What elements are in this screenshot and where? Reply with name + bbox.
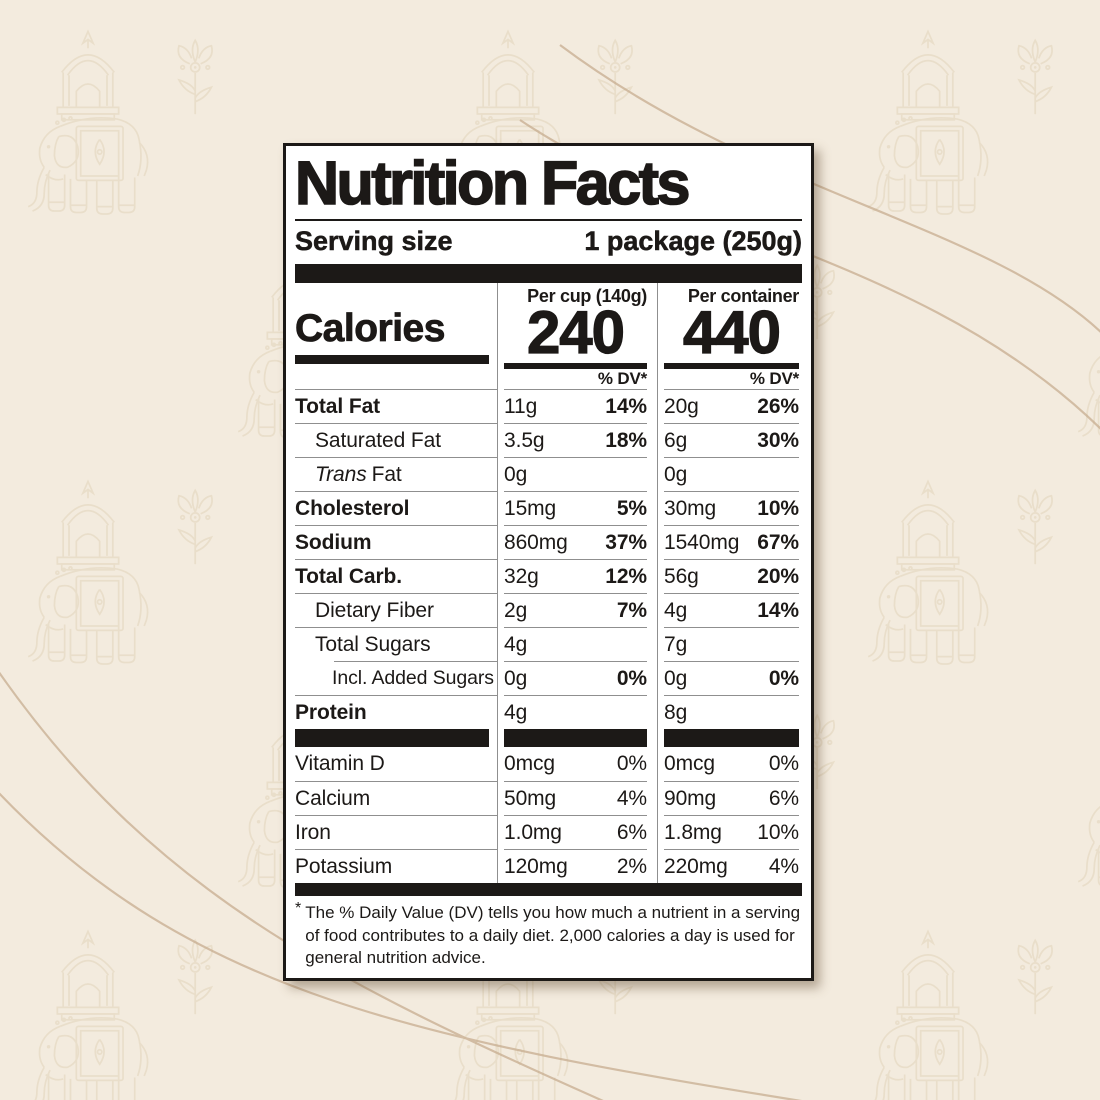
value-cell: 6g 30% <box>664 423 799 457</box>
value-cell: 860mg 37% <box>504 525 647 559</box>
per-container-column: Per container 440 % DV* 20g 26% 6g 30% 0g … <box>657 283 802 883</box>
nutrient-name: Vitamin D <box>295 752 385 775</box>
value-cell: 32g 12% <box>504 559 647 593</box>
value-cell: 90mg 6% <box>664 781 799 815</box>
value-cell: 1540mg 67% <box>664 525 799 559</box>
nutrient-name: Cholesterol <box>295 491 497 525</box>
value-cell: 220mg 4% <box>664 849 799 883</box>
value-cell: 20g 26% <box>664 389 799 423</box>
per-cup-header-cell: Per cup (140g) 240 % DV* <box>504 283 647 389</box>
nutrient-name: Calcium <box>295 781 497 815</box>
separator-bar-mid <box>295 729 489 747</box>
nutrient-name: Iron <box>295 815 497 849</box>
value-cell: 120mg 2% <box>504 849 647 883</box>
calories-underline-bar <box>664 362 799 369</box>
value-cell: 0g <box>504 457 647 491</box>
calories-header-cell: Calories <box>295 283 497 389</box>
calories-underline-bar <box>504 362 647 369</box>
nutrient-name: Incl. Added Sugars <box>295 661 497 695</box>
footnote-text: The % Daily Value (DV) tells you how muc… <box>305 903 801 968</box>
value-cell: 7g <box>664 627 799 661</box>
value-cell: 4g 14% <box>664 593 799 627</box>
value-cell: 30mg 10% <box>664 491 799 525</box>
nutrient-name: Trans Fat <box>295 457 497 491</box>
separator-bar-bottom <box>295 883 802 896</box>
value-cell: 50mg 4% <box>504 781 647 815</box>
value-cell: 1.8mg 10% <box>664 815 799 849</box>
dv-header: % DV* <box>597 369 647 388</box>
value-cell: 8g <box>664 695 799 729</box>
serving-size-label: Serving size <box>295 226 453 257</box>
label-body: Calories Total Fat Saturated Fat Trans Fa… <box>295 283 802 883</box>
value-cell: 2g 7% <box>504 593 647 627</box>
dv-header: % DV* <box>749 369 799 388</box>
nutrient-name: Protein <box>295 695 497 729</box>
value-cell: 15mg 5% <box>504 491 647 525</box>
calories-label: Calories <box>295 307 446 350</box>
value-cell: 1.0mg 6% <box>504 815 647 849</box>
per-cup-calories-value: 240 <box>526 299 625 366</box>
footnote: * The % Daily Value (DV) tells you how m… <box>295 896 802 970</box>
nutrient-name: Saturated Fat <box>295 423 497 457</box>
value-cell: 0g 0% <box>664 661 799 695</box>
per-container-header: Per container <box>687 286 799 306</box>
per-container-calories-value: 440 <box>682 299 781 366</box>
nutrient-name-column: Calories Total Fat Saturated Fat Trans Fa… <box>295 283 497 883</box>
value-cell: 3.5g 18% <box>504 423 647 457</box>
nutrient-name: Total Sugars <box>295 627 497 661</box>
dv-header-spacer <box>295 364 497 389</box>
per-container-header-cell: Per container 440 % DV* <box>664 283 799 389</box>
value-cell: 4g <box>504 627 647 661</box>
separator-bar-mid <box>664 729 799 747</box>
value-cell: 0g 0% <box>504 661 647 695</box>
serving-size-value: 1 package (250g) <box>584 226 802 257</box>
value-cell: 11g 14% <box>504 389 647 423</box>
separator-bar-mid <box>504 729 647 747</box>
per-cup-header: Per cup (140g) <box>527 286 647 306</box>
footnote-asterisk: * <box>295 900 302 917</box>
value-cell: 0mcg 0% <box>504 752 647 775</box>
calories-underline-bar <box>295 355 489 364</box>
serving-size-row: Serving size 1 package (250g) <box>295 221 802 264</box>
per-cup-column: Per cup (140g) 240 % DV* 11g 14% 3.5g 18% … <box>497 283 657 883</box>
value-cell: 56g 20% <box>664 559 799 593</box>
label-title: Nutrition Facts <box>294 146 802 221</box>
nutrient-name: Total Fat <box>295 389 497 423</box>
nutrient-name: Potassium <box>295 849 497 883</box>
nutrient-name: Sodium <box>295 525 497 559</box>
separator-bar-top <box>295 264 802 283</box>
value-cell: 0mcg 0% <box>664 752 799 775</box>
nutrient-name: Dietary Fiber <box>295 593 497 627</box>
nutrition-facts-label: Nutrition Facts Serving size 1 package (… <box>283 143 814 981</box>
value-cell: 0g <box>664 457 799 491</box>
nutrient-name: Total Carb. <box>295 559 497 593</box>
value-cell: 4g <box>504 695 647 729</box>
